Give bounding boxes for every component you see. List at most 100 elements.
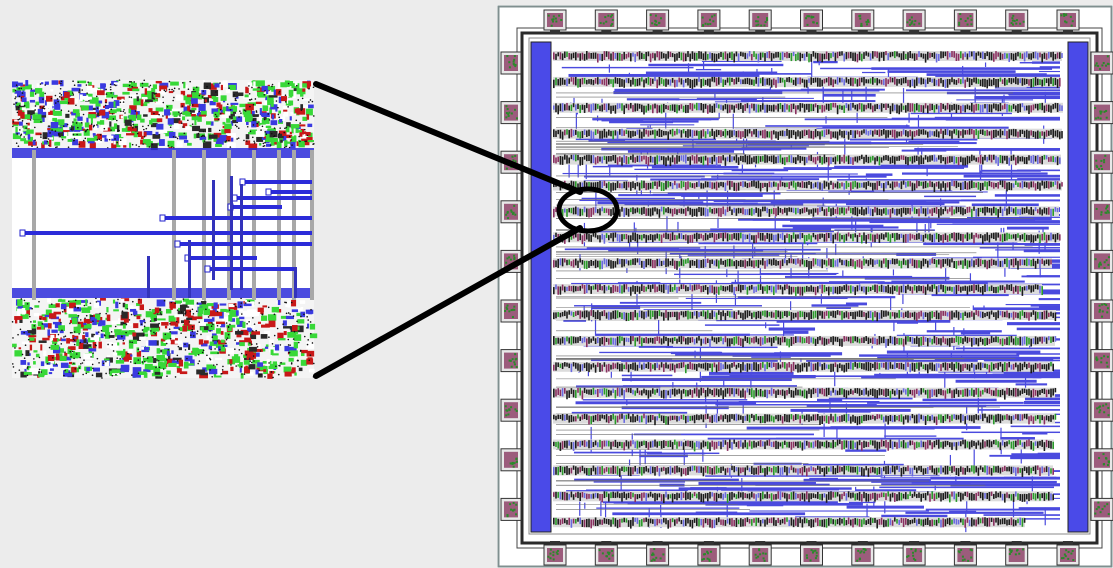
route-segment: [938, 371, 1060, 373]
route-segment: [737, 296, 896, 299]
route-segment: [776, 437, 964, 440]
route-segment: [804, 118, 972, 121]
route-via-column: [1042, 228, 1044, 234]
cell-row: [553, 413, 1057, 426]
route-via-column: [714, 91, 716, 99]
route-via-column: [836, 428, 838, 441]
pad-top: [800, 9, 823, 31]
route-segment: [621, 359, 778, 363]
route-segment: [621, 374, 673, 377]
pad-connector: [755, 30, 766, 34]
route-segment: [731, 281, 861, 285]
route-segment: [846, 202, 945, 206]
route-segment: [1039, 305, 1060, 309]
route-segment: [861, 376, 1042, 379]
route-segment: [994, 194, 1060, 197]
die-outer-frame: [497, 5, 1113, 568]
pad-bottom: [748, 544, 772, 566]
route-via-column: [666, 214, 668, 235]
route-segment: [652, 193, 675, 196]
route-via-column: [944, 370, 946, 397]
route-segment: [850, 190, 875, 192]
route-segment: [619, 301, 702, 304]
route-segment: [877, 281, 988, 285]
route-segment: [802, 463, 904, 467]
route-via-column: [916, 218, 918, 233]
route-segment: [813, 60, 838, 64]
route-segment: [1000, 437, 1035, 441]
cell-row: [553, 206, 1059, 218]
pad-right: [1090, 349, 1113, 373]
route-via-column: [811, 56, 813, 79]
route-segment: [638, 345, 673, 348]
route-via-column: [601, 98, 603, 104]
route-via-column: [692, 143, 694, 149]
inset-vertical-wire: [32, 150, 36, 300]
route-via-column: [997, 242, 999, 264]
route-segment: [880, 164, 969, 168]
inset-vertical-wire: [252, 150, 256, 300]
route-segment: [879, 486, 1055, 489]
route-segment: [823, 93, 876, 97]
route-segment: [979, 246, 1060, 249]
pad-connector: [652, 30, 663, 34]
inset-vertical-route: [212, 180, 215, 280]
route-via-column: [683, 439, 685, 465]
route-via-column: [851, 89, 853, 101]
route-segment: [809, 477, 838, 480]
route-via-column: [779, 351, 782, 370]
route-via-column: [823, 413, 825, 437]
pad-connector: [601, 30, 612, 34]
route-segment: [740, 100, 876, 103]
route-segment: [1016, 327, 1060, 331]
pad-left: [500, 349, 522, 373]
route-segment: [672, 120, 699, 123]
route-via-column: [732, 113, 734, 139]
route-via-column: [1003, 227, 1005, 233]
route-via-column: [1000, 427, 1002, 445]
route-segment: [768, 327, 816, 331]
route-via-column: [742, 71, 744, 77]
inset-via: [174, 240, 181, 248]
inset-horizontal-wire: [207, 267, 294, 271]
route-via-column: [741, 478, 743, 497]
pad-connector: [1063, 30, 1073, 34]
route-via-column: [890, 296, 892, 314]
pad-right: [1090, 200, 1113, 224]
cell-row: [553, 154, 1061, 167]
route-segment: [862, 71, 886, 74]
route-segment: [708, 375, 877, 378]
route-segment: [816, 127, 966, 130]
inset-upper-cell-row: [12, 79, 315, 151]
route-segment: [1010, 456, 1060, 460]
route-segment: [776, 319, 951, 323]
route-segment: [581, 197, 675, 200]
pad-right: [1090, 101, 1113, 125]
pad-connector: [755, 541, 766, 545]
pad-left: [500, 448, 522, 472]
route-segment: [651, 165, 739, 169]
route-via-column: [969, 273, 972, 295]
route-via-column: [579, 501, 581, 516]
pad-bottom: [646, 544, 670, 566]
route-segment: [562, 172, 738, 175]
route-segment: [881, 514, 948, 518]
route-segment: [864, 142, 977, 145]
route-via-column: [977, 397, 979, 414]
cell-row: [553, 102, 1063, 115]
cell-row: [553, 465, 1054, 477]
route-via-column: [756, 68, 758, 80]
pad-connector: [806, 30, 817, 34]
route-segment: [607, 164, 721, 167]
route-via-column: [717, 174, 719, 181]
route-via-column: [807, 80, 809, 94]
route-via-column: [928, 210, 930, 235]
route-segment: [588, 139, 626, 142]
pad-top: [1005, 9, 1029, 31]
pad-right: [1090, 497, 1113, 521]
route-segment: [974, 95, 1060, 100]
route-via-column: [835, 243, 837, 256]
route-via-column: [917, 147, 919, 158]
route-segment: [586, 247, 701, 249]
route-segment: [707, 437, 838, 440]
